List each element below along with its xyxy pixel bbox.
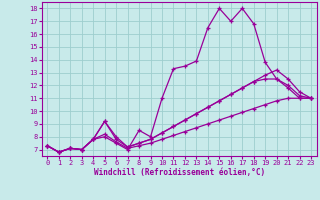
X-axis label: Windchill (Refroidissement éolien,°C): Windchill (Refroidissement éolien,°C) xyxy=(94,168,265,177)
